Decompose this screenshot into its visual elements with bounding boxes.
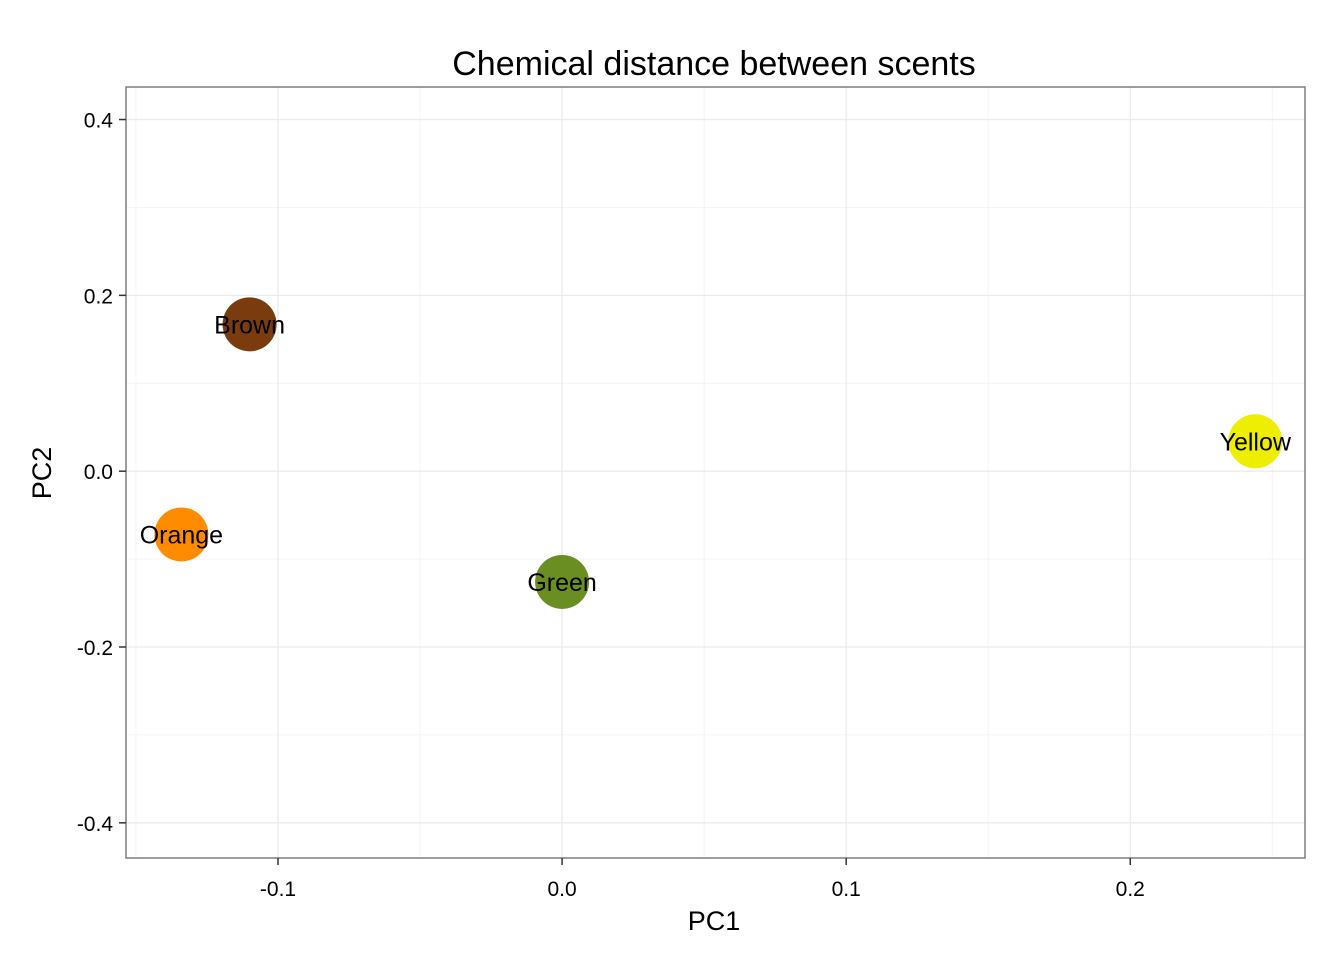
panel-border [125, 86, 1306, 859]
y-tick-label: 0.2 [84, 285, 113, 308]
y-axis-title: PC2 [27, 447, 57, 500]
data-point-label: Orange [140, 521, 223, 549]
data-point-label: Green [527, 569, 596, 597]
grid-layer [126, 87, 1305, 858]
x-axis-title: PC1 [688, 906, 741, 936]
points-layer: Brown Yellow Orange Green [140, 297, 1292, 609]
y-tick-label: -0.4 [77, 813, 114, 836]
ticks-layer: -0.1 0.0 0.1 0.2 -0.4 -0.2 0.0 0.2 0.4 [77, 110, 1145, 901]
x-tick-label: 0.0 [547, 878, 576, 901]
x-tick-label: 0.2 [1116, 878, 1145, 901]
y-tick-label: -0.2 [77, 637, 113, 660]
x-tick-label: -0.1 [260, 878, 296, 901]
data-point-label: Brown [214, 311, 285, 339]
y-tick-label: 0.0 [84, 461, 113, 484]
data-point [222, 297, 277, 352]
chart-title: Chemical distance between scents [452, 45, 976, 83]
x-tick-label: 0.1 [832, 878, 861, 901]
data-point [154, 507, 209, 562]
data-point-label: Yellow [1220, 428, 1292, 456]
y-tick-label: 0.4 [84, 110, 114, 133]
data-point [1228, 414, 1283, 469]
data-point [535, 554, 590, 609]
